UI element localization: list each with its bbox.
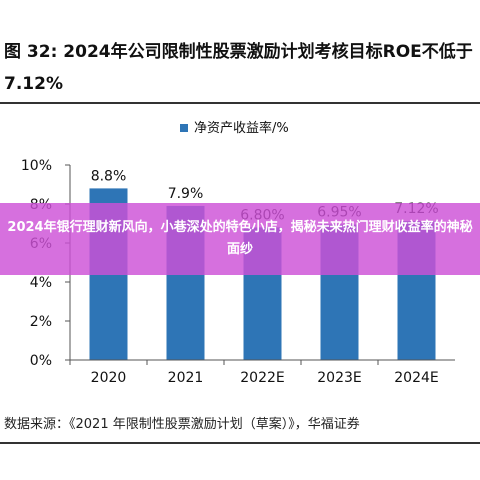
overlay-text: 2024年银行理财新风向，小巷深处的特色小店，揭秘未来热门理财收益率的神秘面纱 [7, 220, 473, 257]
y-tick-label: 0% [30, 353, 52, 369]
legend: 净资产收益率/% [180, 120, 289, 136]
figure-title: 图 32: 2024年公司限制性股票激励计划考核目标ROE不低于7.12% [4, 42, 473, 94]
x-tick-label: 2022E [240, 370, 284, 386]
source-note: 数据来源：《2021 年限制性股票激励计划（草案）》，华福证券 [4, 417, 360, 432]
x-tick-label: 2021 [168, 370, 204, 386]
title-divider [0, 102, 480, 104]
x-tick-label: 2020 [91, 370, 127, 386]
bottom-divider [0, 442, 480, 444]
y-tick-label: 2% [30, 314, 52, 330]
y-tick-label: 4% [30, 275, 52, 291]
data-label-2020: 8.8% [91, 168, 127, 184]
legend-label: 净资产收益率/% [194, 120, 289, 136]
legend-swatch [180, 124, 188, 132]
y-tick-label: 10% [21, 158, 52, 174]
promo-overlay-banner[interactable]: 2024年银行理财新风向，小巷深处的特色小店，揭秘未来热门理财收益率的神秘面纱 [0, 203, 480, 275]
x-axis: 2020 2021 2022E 2023E 2024E [69, 359, 455, 386]
data-label-2021: 7.9% [168, 186, 204, 202]
x-tick-label: 2023E [317, 370, 361, 386]
x-tick-label: 2024E [394, 370, 438, 386]
